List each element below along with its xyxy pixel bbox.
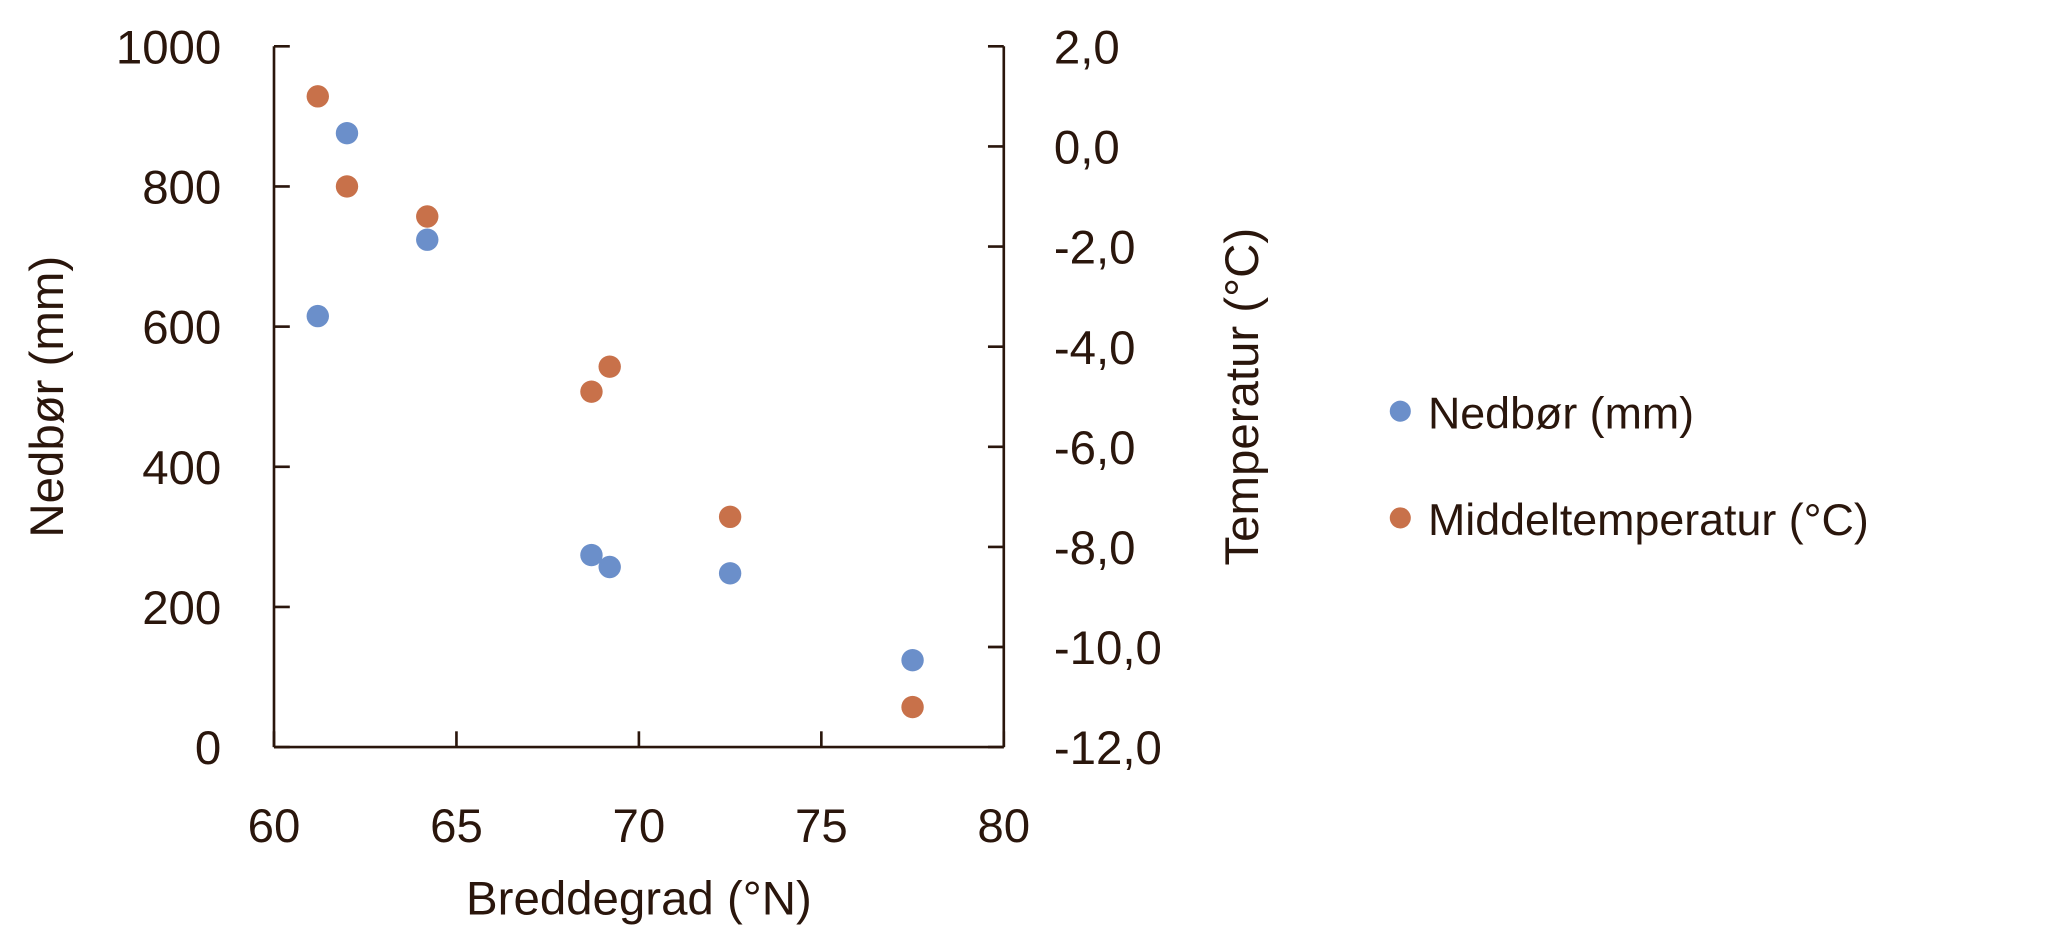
axes [272, 46, 1006, 749]
temperature-point [306, 85, 329, 108]
temperature-point [416, 205, 439, 228]
y-tick-label: 200 [142, 582, 221, 635]
temperature-point [718, 505, 742, 529]
y2-tick-label: -12,0 [1054, 722, 1162, 775]
y2-tick-label: -6,0 [1054, 422, 1136, 475]
y2-tick-label: -10,0 [1054, 622, 1162, 675]
temperature-point [335, 175, 359, 198]
y2-tick-label: -8,0 [1054, 522, 1136, 575]
legend-label-temperature: Middeltemperatur (°C) [1428, 495, 1869, 545]
nedbor-point [901, 649, 924, 672]
x-tick-label: 80 [977, 800, 1030, 853]
y-tick-label: 0 [195, 722, 221, 775]
y2-tick-label: -4,0 [1054, 322, 1136, 375]
temperature-point [598, 355, 621, 378]
y2-tick-label: 0,0 [1054, 122, 1120, 175]
nedbor-point [598, 555, 621, 579]
y-axis-label: Nedbør (mm) [21, 256, 74, 538]
y-tick-label: 1000 [116, 21, 221, 74]
legend: Nedbør (mm) Middeltemperatur (°C) [1389, 388, 1869, 545]
data-points [306, 85, 924, 719]
y2-tick-label: -2,0 [1054, 222, 1136, 275]
nedbor-point [580, 543, 603, 567]
x-tick-label: 65 [430, 800, 483, 853]
x-tick-label: 70 [613, 800, 666, 853]
y2-tick-label: 2,0 [1054, 21, 1120, 74]
nedbor-point [306, 304, 329, 328]
legend-label-nedbor: Nedbør (mm) [1428, 388, 1694, 438]
temperature-point [901, 695, 924, 719]
y-tick-label: 400 [142, 442, 221, 495]
nedbor-point [718, 562, 742, 585]
y-tick-label: 600 [142, 302, 221, 355]
nedbor-point [416, 228, 439, 251]
temperature-point [580, 380, 603, 403]
x-axis-label: Breddegrad (°N) [466, 872, 812, 925]
ticks: 60 65 70 75 8002004006008001000-12,0-10,0-8,… [116, 21, 1162, 853]
legend-marker-nedbor [1389, 400, 1411, 422]
x-tick-label: 75 [795, 800, 848, 853]
y-tick-label: 800 [142, 162, 221, 215]
x-tick-label: 60 [248, 800, 301, 853]
y2-axis-label: Temperatur (°C) [1216, 228, 1269, 566]
legend-marker-temperature [1389, 507, 1411, 529]
nedbor-point [335, 122, 359, 145]
